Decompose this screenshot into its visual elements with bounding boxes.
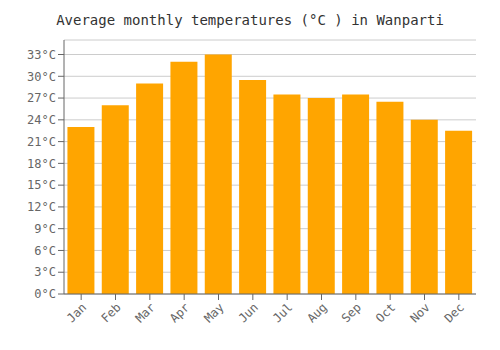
svg-text:Jun: Jun [236,300,261,325]
svg-text:33°C: 33°C [27,48,56,62]
svg-text:Feb: Feb [98,300,123,325]
svg-text:12°C: 12°C [27,200,56,214]
svg-text:Jul: Jul [270,300,295,325]
svg-text:30°C: 30°C [27,70,56,84]
svg-text:27°C: 27°C [27,91,56,105]
svg-text:Aug: Aug [304,300,329,325]
svg-text:Dec: Dec [442,300,467,325]
svg-text:Oct: Oct [373,300,398,325]
svg-text:Sep: Sep [339,300,364,325]
svg-text:Mar: Mar [133,300,158,325]
svg-text:21°C: 21°C [27,135,56,149]
svg-text:9°C: 9°C [34,222,56,236]
svg-text:Nov: Nov [407,300,432,325]
svg-text:May: May [201,300,226,325]
svg-text:15°C: 15°C [27,178,56,192]
svg-text:6°C: 6°C [34,244,56,258]
svg-text:0°C: 0°C [34,287,56,301]
svg-text:3°C: 3°C [34,265,56,279]
svg-text:24°C: 24°C [27,113,56,127]
svg-text:Apr: Apr [167,300,192,325]
html-text:Average monthly temperatures (: Average monthly temperatures (°C ) in Wa… [56,12,444,28]
svg-text:Jan: Jan [64,300,89,325]
svg-text:18°C: 18°C [27,157,56,171]
